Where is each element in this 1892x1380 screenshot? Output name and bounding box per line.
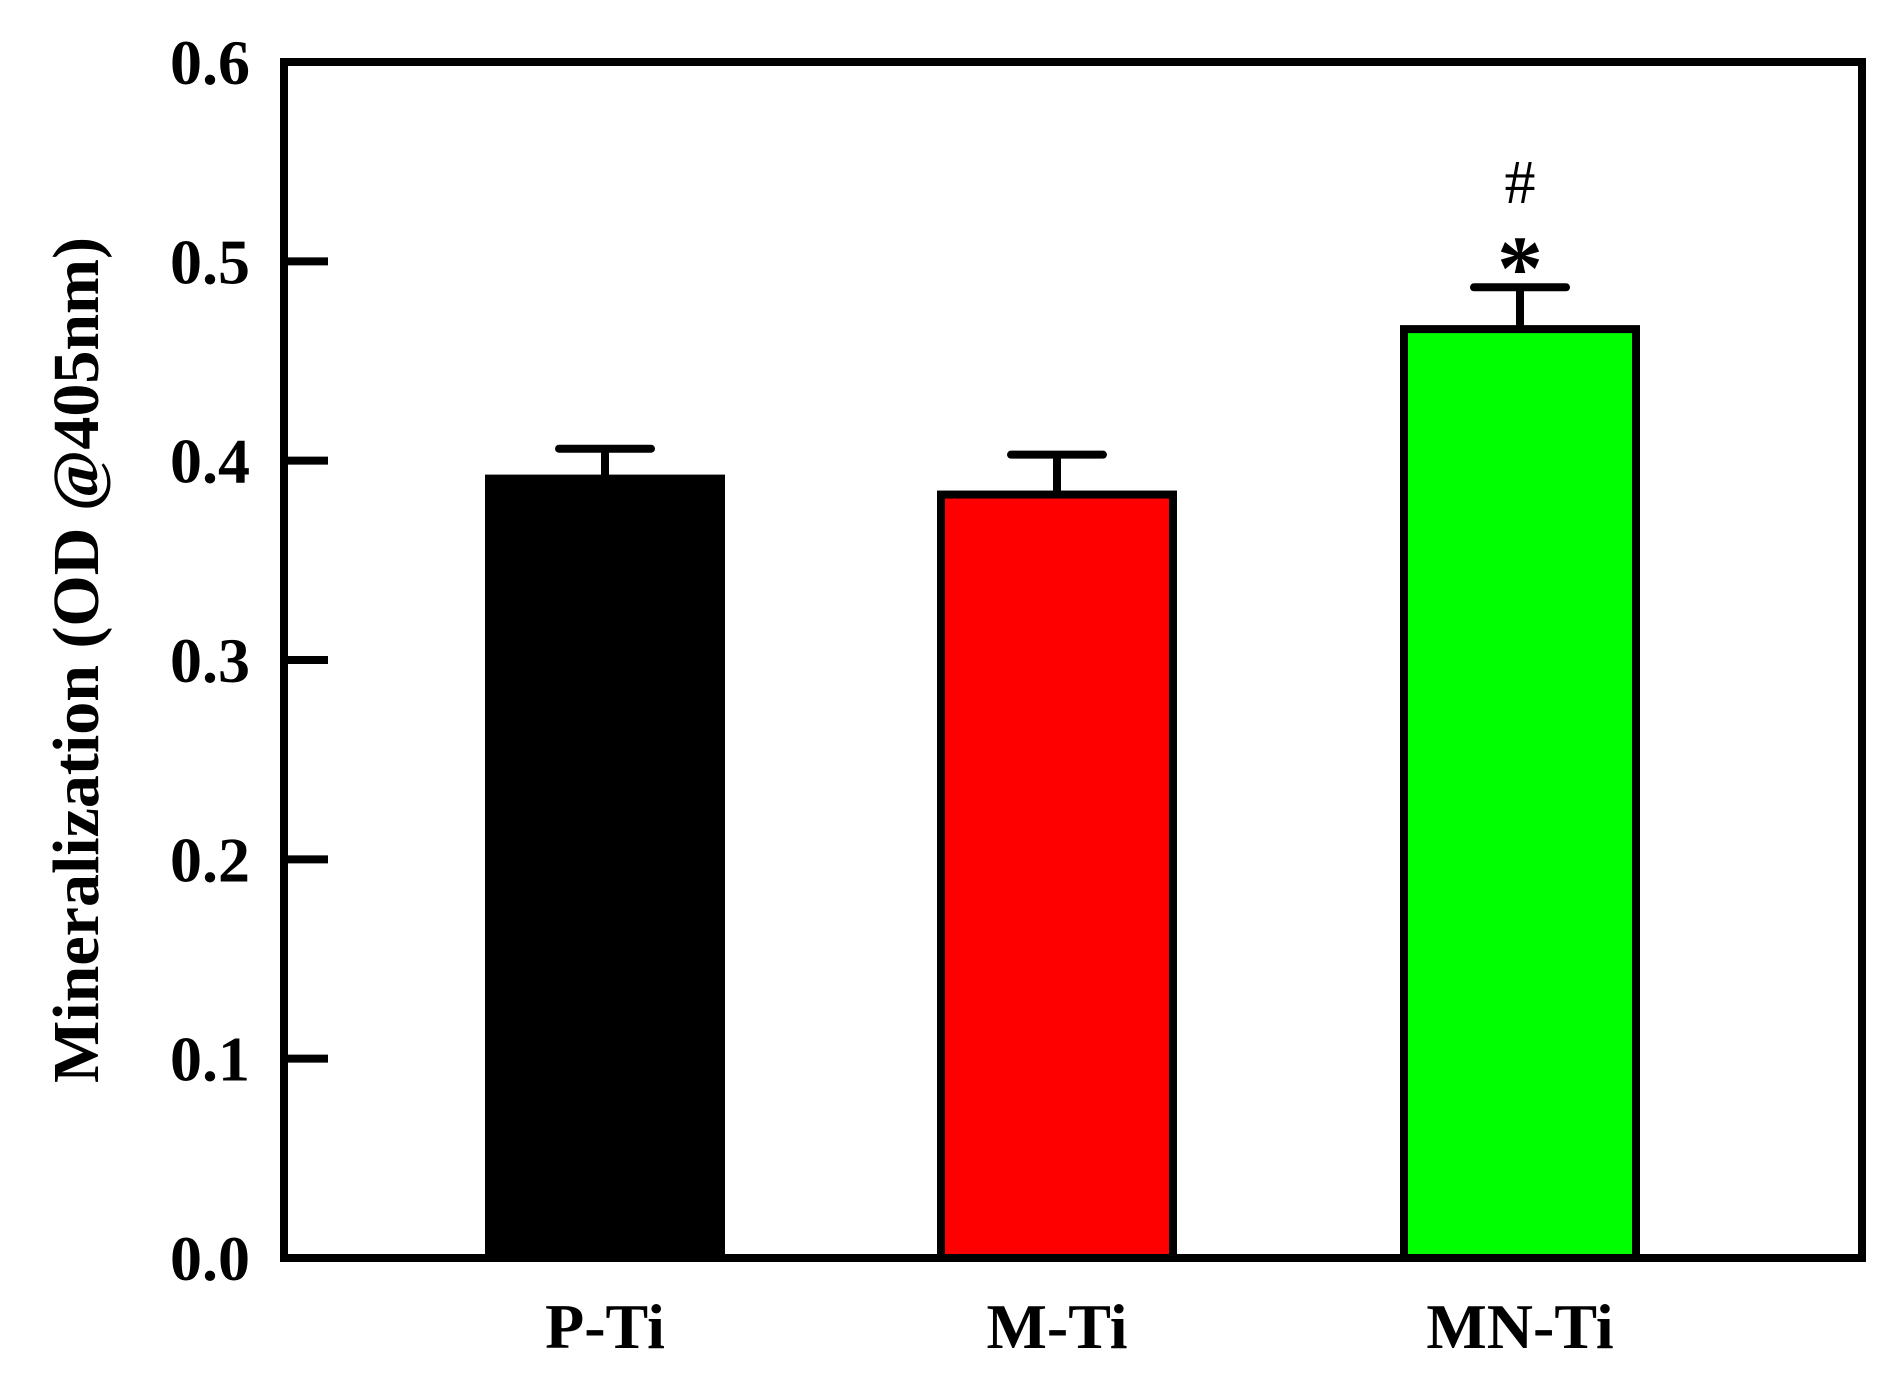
y-tick-label-0.3: 0.3 (170, 625, 250, 696)
y-tick-label-0.2: 0.2 (170, 824, 250, 895)
y-tick-label-0.5: 0.5 (170, 226, 250, 297)
x-tick-label-mn-ti: MN-Ti (1426, 1291, 1613, 1362)
annotation-hash: # (1505, 149, 1536, 217)
y-tick-label-0.4: 0.4 (170, 426, 250, 497)
y-axis-tick-labels: 0.0 0.1 0.2 0.3 0.4 0.5 0.6 (170, 27, 250, 1294)
y-tick-label-0.6: 0.6 (170, 27, 250, 98)
x-axis-category-labels: P-Ti M-Ti MN-Ti (545, 1291, 1613, 1362)
errorbars-layer (555, 283, 1570, 495)
x-tick-label-m-ti: M-Ti (986, 1291, 1127, 1362)
bars-layer (485, 325, 1640, 1262)
y-axis-title: Mineralization (OD @405nm) (40, 237, 113, 1083)
y-tick-label-0.0: 0.0 (170, 1223, 250, 1294)
x-tick-label-p-ti: P-Ti (545, 1291, 665, 1362)
bar-mn-ti (1400, 325, 1640, 1262)
bar-p-ti (485, 474, 725, 1262)
bar-m-ti (937, 490, 1177, 1262)
y-tick-label-0.1: 0.1 (170, 1024, 250, 1095)
y-axis-ticks (284, 257, 328, 1063)
annotation-asterisk: * (1497, 217, 1543, 319)
significance-annotations: #* (1497, 149, 1543, 319)
